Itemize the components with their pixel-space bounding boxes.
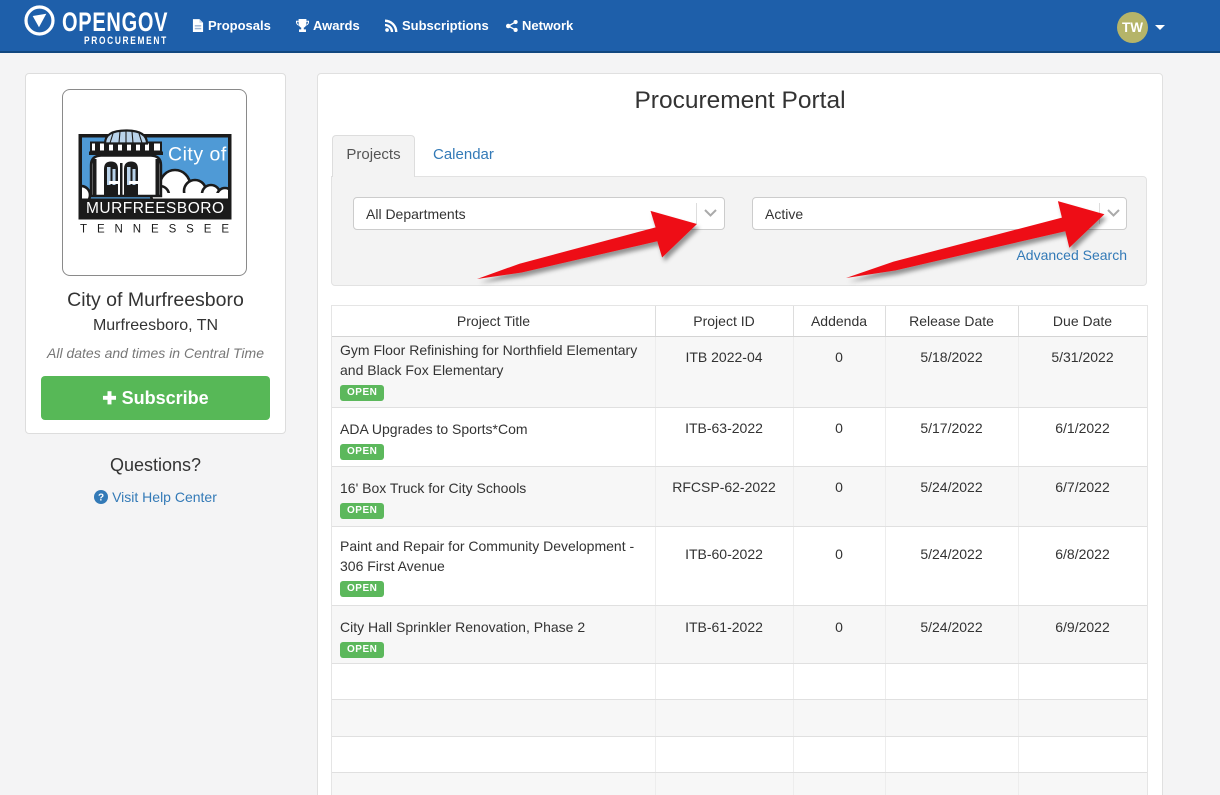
svg-text:City of: City of: [168, 144, 227, 166]
svg-text:?: ?: [98, 493, 104, 504]
svg-text:TENNESSEE: TENNESSEE: [80, 224, 229, 235]
svg-text:MURFREESBORO: MURFREESBORO: [86, 200, 224, 217]
